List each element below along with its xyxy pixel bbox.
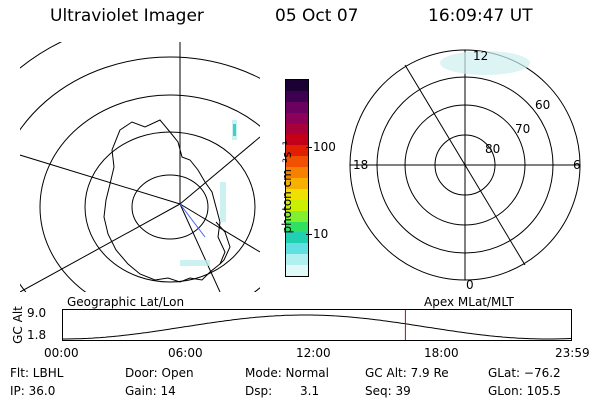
- mlat-label-60: 60: [535, 98, 550, 112]
- altitude-plot: [62, 309, 572, 341]
- altitude-ytick-min: 1.8: [27, 328, 47, 342]
- colorbar-swatch: [286, 254, 308, 266]
- lat-circle: [131, 174, 209, 240]
- lat-circle: [39, 94, 260, 292]
- glon-info: GLon: 105.5: [488, 384, 561, 398]
- altitude-curve: [62, 314, 572, 340]
- door-info: Door: Open: [125, 366, 194, 380]
- altitude-ytick-max: 9.0: [27, 306, 47, 320]
- ip-info: IP: 36.0: [10, 384, 56, 398]
- colorbar-swatch: [286, 178, 308, 189]
- lat-circle: [84, 131, 256, 283]
- mlat-label-80: 80: [485, 142, 500, 156]
- mlat-label-70: 70: [515, 122, 530, 136]
- left-panel-caption: Geographic Lat/Lon: [67, 295, 185, 309]
- time-label: 16:09:47 UT: [428, 6, 533, 26]
- colorbar-swatch: [286, 188, 308, 200]
- meridian: [179, 136, 260, 205]
- color-scale-bar: [285, 79, 309, 277]
- continent-outline: [103, 119, 226, 283]
- mlt-label-6: 6: [573, 158, 581, 172]
- instrument-title: Ultraviolet Imager: [50, 6, 204, 26]
- peninsula-outline: [215, 221, 231, 265]
- seq-info: Seq: 39: [365, 384, 411, 398]
- altitude-xtick-2: 12:00: [296, 346, 331, 360]
- dsp-value: 3.1: [300, 384, 320, 398]
- colorbar-swatch: [286, 134, 308, 146]
- mode-info: Mode: Normal: [245, 366, 329, 380]
- colorbar-tick-100: 100: [313, 140, 336, 154]
- lat-circle: [20, 56, 260, 292]
- colorbar-swatch: [286, 112, 308, 124]
- altitude-xtick-1: 06:00: [168, 346, 203, 360]
- colorbar-swatch: [286, 232, 308, 244]
- date-label: 05 Oct 07: [275, 6, 359, 26]
- colorbar-swatch: [286, 210, 308, 222]
- altitude-xtick-3: 18:00: [424, 346, 459, 360]
- colorbar-unit-label: photon cm⁻²s⁻¹: [280, 140, 294, 234]
- meridian: [20, 203, 181, 292]
- colorbar-swatch: [286, 221, 308, 233]
- dsp-label: Dsp:: [245, 384, 273, 398]
- meridian: [179, 203, 221, 292]
- meridian: [20, 154, 181, 205]
- meridian: [179, 203, 260, 253]
- colorbar-swatch: [286, 101, 308, 113]
- glat-info: GLat: −76.2: [488, 366, 561, 380]
- filter-info: Flt: LBHL: [10, 366, 64, 380]
- mlt-label-18: 18: [353, 158, 368, 172]
- colorbar-swatch: [286, 243, 308, 255]
- geographic-map: [20, 42, 260, 292]
- colorbar-tick-10: 10: [313, 227, 329, 241]
- colorbar-swatch: [286, 156, 308, 168]
- right-panel-caption: Apex MLat/MLT: [424, 295, 514, 309]
- colorbar-swatch: [286, 80, 308, 91]
- colorbar-swatch: [286, 265, 308, 277]
- magnetic-polar-plot: 12 18 6 0 60 70 80: [349, 49, 581, 290]
- altitude-xtick-0: 00:00: [44, 346, 79, 360]
- gain-info: Gain: 14: [125, 384, 176, 398]
- colorbar-swatch: [286, 199, 308, 211]
- altitude-ylabel: GC Alt: [11, 306, 25, 344]
- mlt-label-12: 12: [473, 49, 488, 63]
- colorbar-swatch: [286, 90, 308, 102]
- altitude-xtick-4: 23:59: [555, 346, 590, 360]
- mlt-label-0: 0: [466, 278, 474, 290]
- colorbar-swatch: [286, 167, 308, 179]
- colorbar-swatch: [286, 123, 308, 135]
- colorbar-swatch: [286, 145, 308, 157]
- gc-alt-info: GC Alt: 7.9 Re: [365, 366, 449, 380]
